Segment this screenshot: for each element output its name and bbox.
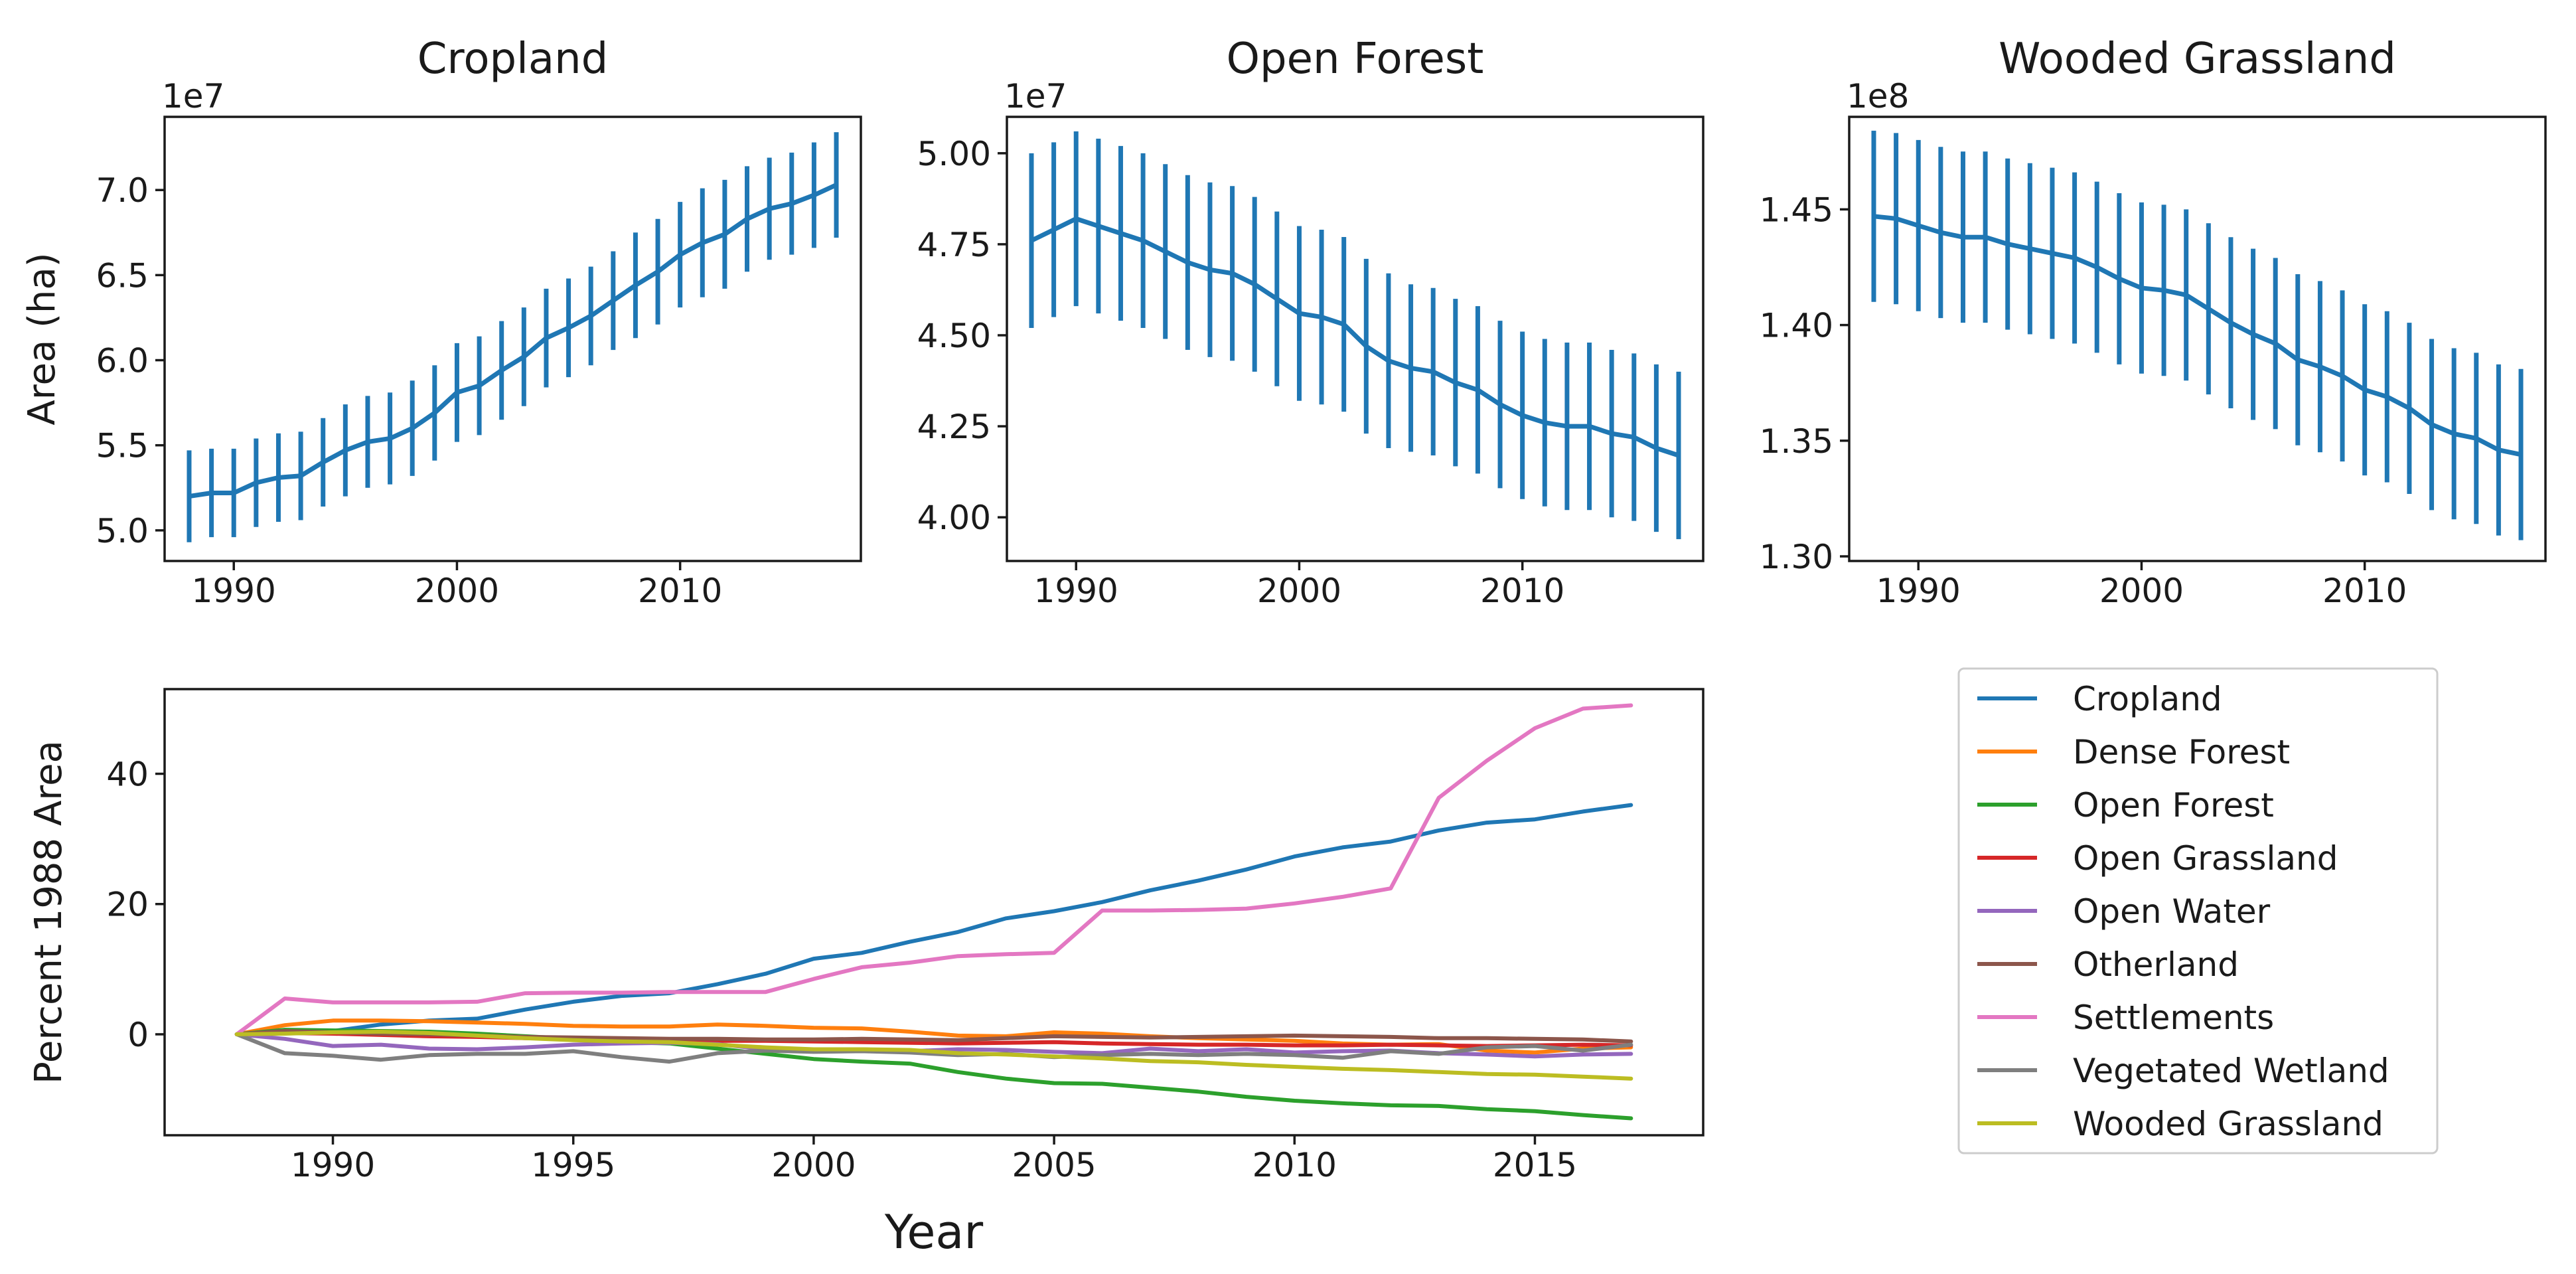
y-axis-label: Area (ha) <box>21 252 64 425</box>
y-tick-label: 1.40 <box>1760 307 1833 345</box>
chart-open-forest: Open Forest 1e7 1990 2000 2010 4.00 4.25 4.50 4.… <box>917 35 1705 610</box>
legend-label: Settlements <box>2073 998 2274 1037</box>
x-tick-label: 2000 <box>1257 572 1341 610</box>
x-tick-label: 1995 <box>531 1146 615 1184</box>
legend-label: Dense Forest <box>2073 733 2290 771</box>
x-tick-label: 1990 <box>1876 572 1961 610</box>
axis-offset-label: 1e7 <box>162 77 224 116</box>
y-tick-label: 5.0 <box>96 512 149 550</box>
chart-title: Open Forest <box>1227 35 1484 84</box>
legend-label: Open Grassland <box>2073 839 2338 878</box>
y-tick-label: 1.45 <box>1760 191 1833 229</box>
x-tick-label: 2000 <box>771 1146 856 1184</box>
y-tick-label: 20 <box>106 886 149 924</box>
y-tick-label: 4.25 <box>917 408 991 446</box>
series-line-vegetated-wetland <box>234 1032 1633 1064</box>
axes-frame <box>1006 116 1705 562</box>
y-tick-label: 5.00 <box>917 135 991 173</box>
y-tick-label: 40 <box>106 756 149 794</box>
legend-label: Open Forest <box>2073 786 2274 825</box>
y-tick-label: 4.00 <box>917 499 991 537</box>
legend-box <box>1957 667 2439 1155</box>
axes-frame <box>163 116 862 562</box>
chart-cropland: Cropland 1e7 1990 2000 2010 5.0 5.5 6.0 6.5 7.0 Ar… <box>21 35 862 610</box>
chart-title: Cropland <box>417 35 609 84</box>
y-tick-label: 1.35 <box>1760 422 1833 461</box>
y-tick-label: 6.5 <box>96 256 149 295</box>
x-tick-label: 2005 <box>1012 1146 1096 1184</box>
y-axis-label: Percent 1988 Area <box>27 740 70 1084</box>
chart-percent-area: 1990 1995 2000 2005 2010 2015 0 20 40 Percent 198… <box>27 688 1705 1259</box>
series-line-settlements <box>234 703 1633 1036</box>
x-tick-label: 1990 <box>291 1146 375 1184</box>
y-tick-label: 7.0 <box>96 171 149 210</box>
legend-label: Open Water <box>2073 892 2271 931</box>
series-line <box>1030 216 1680 458</box>
axes-frame <box>1848 116 2547 562</box>
chart-wooded-grassland: Wooded Grassland 1e8 1990 2000 2010 1.30 1.35 1… <box>1760 35 2547 610</box>
x-tick-label: 1990 <box>192 572 276 610</box>
x-axis-label: Year <box>884 1205 983 1259</box>
y-tick-label: 6.0 <box>96 342 149 380</box>
x-tick-label: 2000 <box>2099 572 2184 610</box>
x-tick-label: 1990 <box>1034 572 1118 610</box>
axes-frame <box>163 688 1705 1137</box>
x-tick-label: 2000 <box>415 572 499 610</box>
axis-offset-label: 1e7 <box>1004 77 1067 116</box>
x-tick-label: 2010 <box>1252 1146 1337 1184</box>
series-line-cropland <box>234 803 1633 1036</box>
axis-offset-label: 1e8 <box>1847 77 1909 116</box>
series-line-wooded-grassland <box>234 1030 1633 1081</box>
x-tick-label: 2010 <box>1480 572 1564 610</box>
series-line <box>189 183 838 499</box>
y-tick-label: 4.75 <box>917 226 991 264</box>
y-tick-label: 5.5 <box>96 427 149 465</box>
chart-title: Wooded Grassland <box>1999 35 2396 84</box>
x-tick-label: 2015 <box>1493 1146 1577 1184</box>
x-tick-label: 2010 <box>2322 572 2407 610</box>
legend-label: Otherland <box>2073 945 2239 984</box>
y-tick-label: 0 <box>127 1016 149 1054</box>
legend-label: Cropland <box>2073 680 2222 718</box>
legend: Cropland Dense Forest Open Forest Open Gras… <box>1957 667 2439 1155</box>
series-line <box>1873 214 2522 457</box>
x-tick-label: 2010 <box>638 572 722 610</box>
legend-label: Vegetated Wetland <box>2073 1052 2389 1090</box>
legend-label: Wooded Grassland <box>2073 1105 2384 1143</box>
y-tick-label: 4.50 <box>917 317 991 355</box>
y-tick-label: 1.30 <box>1760 538 1833 576</box>
